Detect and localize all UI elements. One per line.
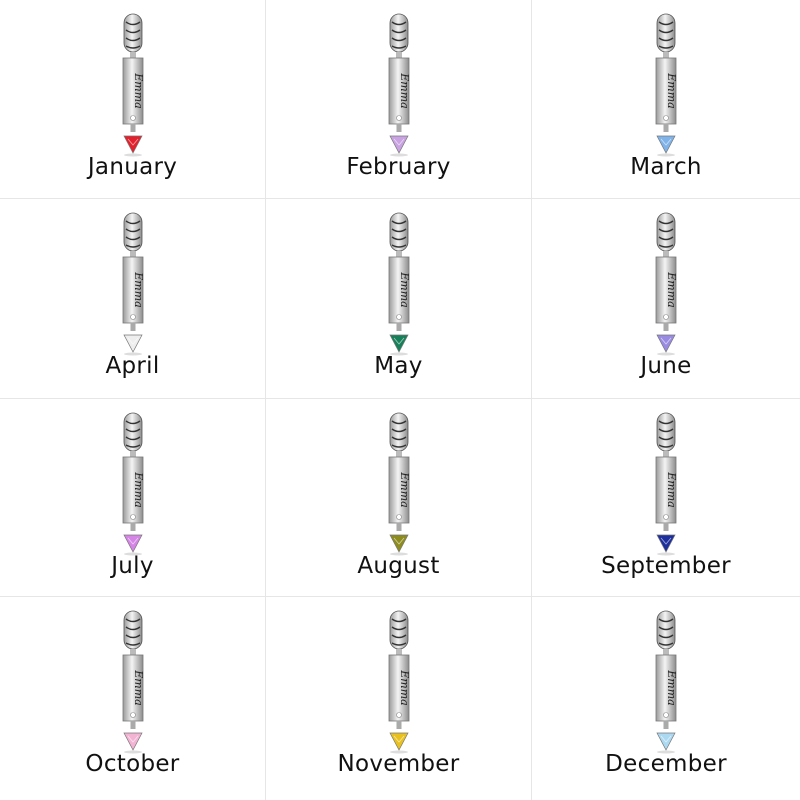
month-cell-november: Emma November: [266, 597, 532, 800]
engraving-text: Emma: [665, 72, 678, 108]
engraving-text: Emma: [132, 72, 145, 108]
month-label: August: [357, 553, 440, 579]
month-label: January: [87, 154, 178, 180]
month-cell-may: Emma May: [266, 199, 532, 399]
month-cell-february: Emma February: [266, 0, 532, 199]
charm-image: Emma: [655, 212, 678, 356]
charm-image: Emma: [388, 13, 411, 157]
month-label: July: [111, 553, 154, 579]
charm-image: Emma: [122, 13, 145, 157]
month-label: June: [640, 353, 692, 379]
charm-image: Emma: [388, 212, 411, 356]
month-cell-march: Emma March: [532, 0, 800, 199]
charm-image: Emma: [388, 412, 411, 556]
month-label: May: [374, 353, 423, 379]
month-cell-december: Emma December: [532, 597, 800, 800]
engraving-text: Emma: [398, 471, 411, 507]
engraving-text: Emma: [132, 669, 145, 705]
charm-image: Emma: [655, 412, 678, 556]
charm-image: Emma: [122, 610, 145, 754]
engraving-text: Emma: [398, 72, 411, 108]
engraving-text: Emma: [665, 471, 678, 507]
charm-image: Emma: [122, 212, 145, 356]
engraving-text: Emma: [398, 271, 411, 307]
engraving-text: Emma: [665, 669, 678, 705]
engraving-text: Emma: [398, 669, 411, 705]
month-cell-july: Emma July: [0, 399, 266, 597]
month-label: April: [105, 353, 160, 379]
month-cell-october: Emma October: [0, 597, 266, 800]
month-cell-august: Emma August: [266, 399, 532, 597]
month-cell-april: Emma April: [0, 199, 266, 399]
month-cell-june: Emma June: [532, 199, 800, 399]
engraving-text: Emma: [132, 471, 145, 507]
charm-image: Emma: [655, 610, 678, 754]
engraving-text: Emma: [665, 271, 678, 307]
month-label: February: [346, 154, 451, 180]
month-label: October: [85, 751, 180, 777]
month-label: September: [601, 553, 731, 579]
charm-image: Emma: [122, 412, 145, 556]
charm-image: Emma: [388, 610, 411, 754]
month-cell-september: Emma September: [532, 399, 800, 597]
month-label: November: [337, 751, 460, 777]
charm-image: Emma: [655, 13, 678, 157]
month-label: March: [630, 154, 702, 180]
engraving-text: Emma: [132, 271, 145, 307]
month-label: December: [605, 751, 727, 777]
month-cell-january: Emma January: [0, 0, 266, 199]
